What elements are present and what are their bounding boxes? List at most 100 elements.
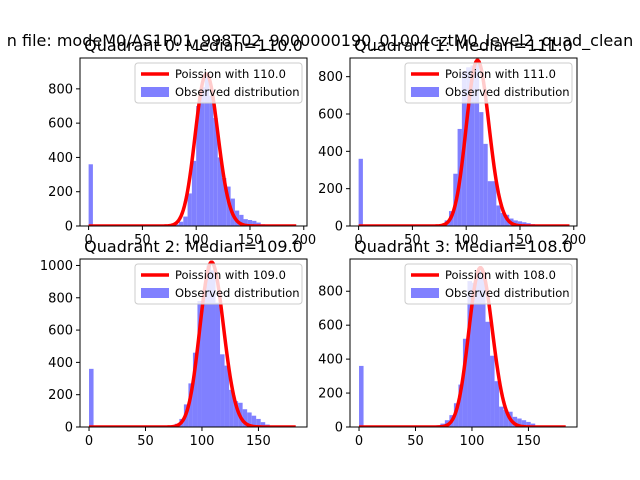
legend: Poission with 110.0 Observed distribution <box>134 62 303 104</box>
y-tick-label: 200 <box>48 388 73 403</box>
histogram-bar <box>204 76 210 226</box>
histogram-bar <box>483 143 488 226</box>
legend-bar-swatch <box>411 288 439 298</box>
panel-title: Quadrant 1: Median=111.0 <box>354 36 573 55</box>
histogram-bar <box>191 160 197 226</box>
y-tick-label: 400 <box>318 145 343 160</box>
histogram-bar <box>243 219 248 226</box>
histogram-bar <box>256 418 261 427</box>
histogram-bar <box>239 214 244 226</box>
legend-label-poisson: Poission with 110.0 <box>175 67 286 81</box>
histogram-bar <box>359 365 364 427</box>
y-tick-label: 0 <box>335 421 343 436</box>
histogram-bar <box>222 178 227 226</box>
panel-title: Quadrant 2: Median=109.0 <box>84 237 303 256</box>
x-tick-label: 200 <box>561 233 586 248</box>
histogram-bar <box>494 381 500 427</box>
y-tick-label: 0 <box>335 220 343 235</box>
y-tick-label: 600 <box>48 324 73 339</box>
x-tick-label: 150 <box>516 434 541 449</box>
plot-area <box>357 58 571 226</box>
histogram-bar <box>215 302 221 427</box>
y-tick-label: 400 <box>48 151 73 166</box>
x-tick-label: 50 <box>137 434 154 449</box>
panel-title: Quadrant 0: Median=110.0 <box>84 36 303 55</box>
histogram-bar <box>462 338 468 427</box>
histogram-bar <box>188 383 193 427</box>
histogram-bar <box>474 63 480 226</box>
histogram-bar <box>470 65 475 226</box>
legend-box <box>404 263 573 305</box>
y-tick-label: 600 <box>318 319 343 334</box>
histogram-bar <box>224 365 230 427</box>
histogram-bar <box>197 301 202 427</box>
x-tick-label: 100 <box>190 434 215 449</box>
x-tick-label: 100 <box>454 233 479 248</box>
x-tick-label: 50 <box>407 434 424 449</box>
x-tick-label: 50 <box>134 233 151 248</box>
legend-bar-swatch <box>141 87 169 97</box>
y-tick-label: 0 <box>65 421 73 436</box>
y-tick-label: 200 <box>318 387 343 402</box>
x-tick-label: 0 <box>355 434 363 449</box>
axes-frame <box>79 258 308 428</box>
y-tick-label: 800 <box>318 285 343 300</box>
x-tick-label: 0 <box>354 233 362 248</box>
y-tick-label: 400 <box>318 353 343 368</box>
histogram-bar <box>467 281 472 427</box>
legend-label-observed: Observed distribution <box>175 85 300 99</box>
histogram-bar <box>200 87 205 226</box>
histogram-bar <box>229 389 234 427</box>
histogram-bar <box>517 418 522 427</box>
y-tick-label: 400 <box>48 356 73 371</box>
x-tick-label: 150 <box>508 233 533 248</box>
legend-box <box>134 263 303 305</box>
legend-box <box>134 62 303 104</box>
legend-label-poisson: Poission with 111.0 <box>445 67 556 81</box>
histogram-bar <box>521 420 527 427</box>
histogram-bar <box>209 95 214 226</box>
histogram-bar <box>490 355 495 427</box>
histogram-bar <box>187 193 192 226</box>
histogram-bar <box>466 67 471 226</box>
y-tick-label: 600 <box>318 108 343 123</box>
x-tick-label: 100 <box>184 233 209 248</box>
poisson-curve <box>357 58 571 226</box>
legend-label-poisson: Poission with 109.0 <box>175 268 286 282</box>
histogram-bar <box>522 222 527 226</box>
y-tick-label: 0 <box>65 220 73 235</box>
histogram-bar <box>487 181 493 226</box>
histogram-bar <box>220 354 225 427</box>
histogram-bar <box>513 220 518 226</box>
histogram-bar <box>247 220 253 226</box>
histogram-bar <box>192 352 198 427</box>
x-tick-label: 150 <box>238 233 263 248</box>
y-tick-label: 800 <box>48 82 73 97</box>
histogram-bar <box>206 265 212 427</box>
histogram-bar <box>496 205 501 226</box>
chart-panel-0: 0 50 100 150 200 0 200 400 600 800 Poission with 1… <box>48 36 316 248</box>
histogram-bar <box>88 164 93 226</box>
legend-box <box>404 62 573 104</box>
histogram-bar <box>485 321 491 427</box>
histogram-bar <box>458 384 463 427</box>
histogram-bar <box>481 277 486 427</box>
histogram-bar <box>500 212 505 226</box>
x-tick-label: 0 <box>84 233 92 248</box>
histogram-bar <box>196 106 201 226</box>
histogram-bar <box>517 221 523 226</box>
x-tick-label: 0 <box>85 434 93 449</box>
histogram-bar <box>358 158 363 226</box>
histogram-bar <box>247 412 252 427</box>
x-tick-label: 50 <box>404 233 421 248</box>
y-tick-label: 600 <box>48 117 73 132</box>
histogram-bar <box>242 409 248 427</box>
histogram-bar <box>252 220 257 226</box>
histogram-bar <box>233 401 239 427</box>
histogram-bar <box>211 270 216 427</box>
legend-bar-swatch <box>411 87 439 97</box>
panel-title: Quadrant 3: Median=108.0 <box>354 237 573 256</box>
legend-label-poisson: Poission with 108.0 <box>445 268 556 282</box>
histogram-bar <box>492 181 497 226</box>
y-tick-label: 200 <box>318 182 343 197</box>
